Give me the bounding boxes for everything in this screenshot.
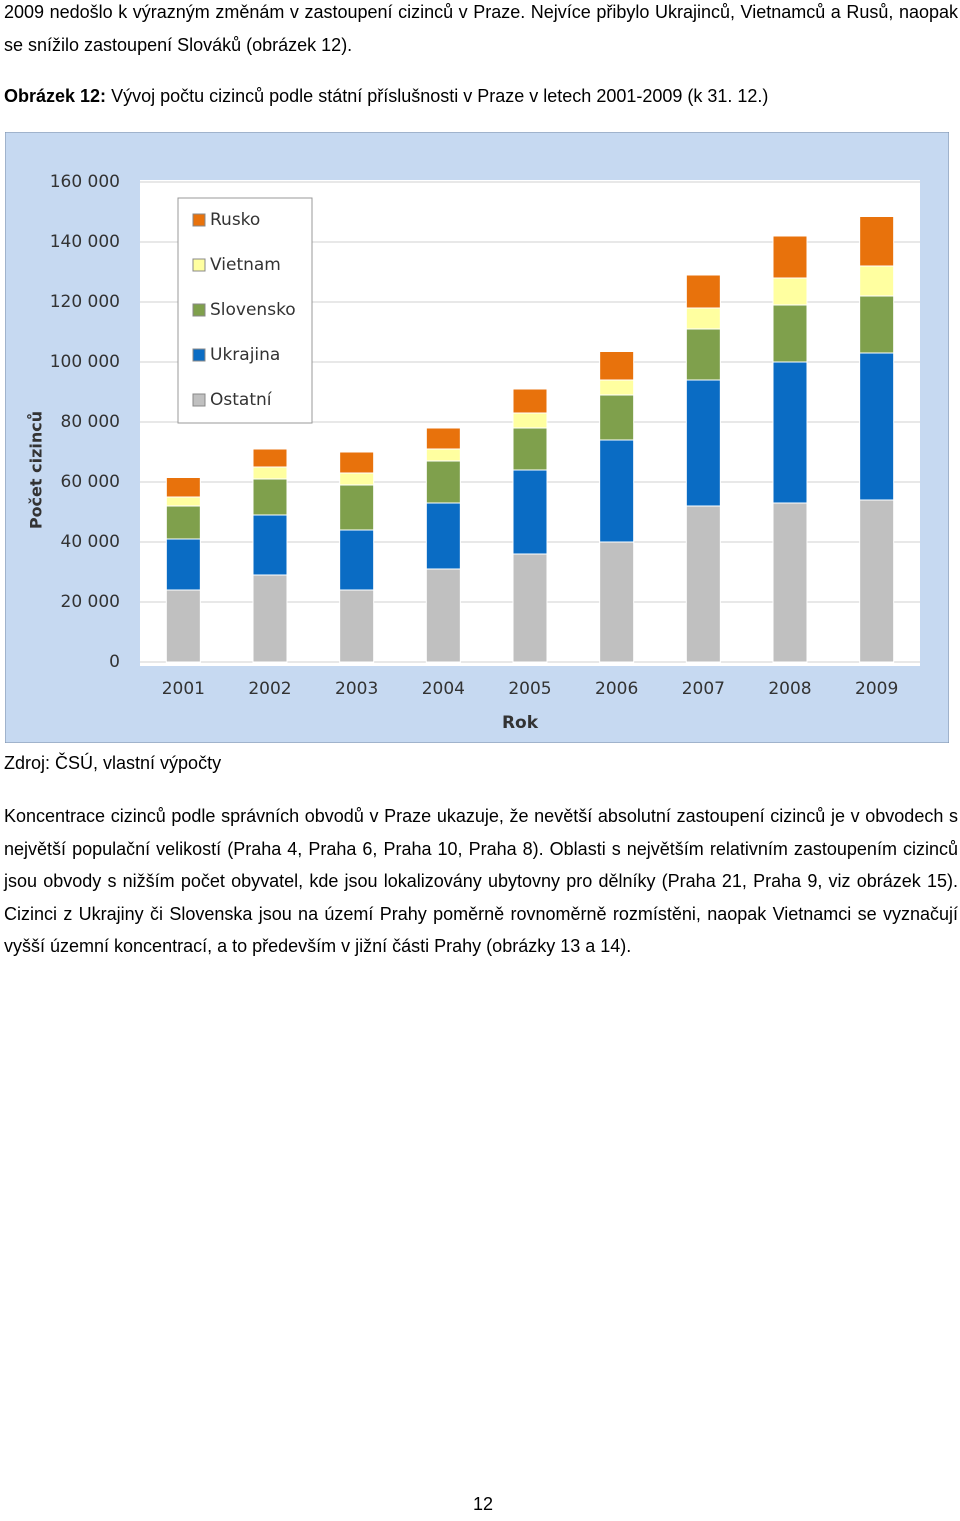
bar-segment xyxy=(685,274,721,309)
legend-swatch xyxy=(192,348,206,362)
legend-swatch xyxy=(192,213,206,227)
chart: Rok Počet cizinců 0 20 000 40 000 60 000 80 … xyxy=(5,132,949,743)
bar-segment xyxy=(425,427,461,450)
bar-segment xyxy=(859,216,895,267)
caption-label: Obrázek 12: xyxy=(4,86,107,106)
y-tick-label: 80 000 xyxy=(61,412,120,432)
bar-segment xyxy=(772,277,808,306)
bar-segment xyxy=(425,568,461,663)
source-note: Zdroj: ČSÚ, vlastní výpočty xyxy=(4,753,222,773)
bar-segment xyxy=(252,466,288,480)
bar-segment xyxy=(512,469,548,555)
x-axis-label: Rok xyxy=(502,713,539,733)
bar-segment xyxy=(599,541,635,663)
bar-segment xyxy=(772,502,808,663)
bar-segment xyxy=(599,379,635,396)
bar-segment xyxy=(772,361,808,504)
bar-segment xyxy=(859,352,895,501)
bar-segment xyxy=(339,451,375,474)
bar-segment xyxy=(599,439,635,543)
x-tick-label: 2006 xyxy=(595,679,638,699)
bar-segment xyxy=(685,307,721,330)
bar-segment xyxy=(425,502,461,570)
y-tick-label: 160 000 xyxy=(50,172,120,192)
legend-label: Ukrajina xyxy=(210,345,280,365)
y-tick-label: 120 000 xyxy=(50,292,120,312)
x-tick-label: 2007 xyxy=(682,679,725,699)
bar-segment xyxy=(512,412,548,429)
x-tick-label: 2003 xyxy=(335,679,378,699)
bar-segment xyxy=(252,574,288,663)
bar-segment xyxy=(599,394,635,441)
y-tick-label: 20 000 xyxy=(61,592,120,612)
x-tick-label: 2004 xyxy=(422,679,465,699)
bar-segment xyxy=(339,484,375,531)
intro-paragraph: 2009 nedošlo k výrazným změnám v zastoup… xyxy=(4,2,958,55)
bar-segment xyxy=(165,477,201,498)
y-axis-label: Počet cizinců xyxy=(27,411,46,529)
x-tick-label: 2001 xyxy=(162,679,205,699)
x-tick-label: 2002 xyxy=(248,679,291,699)
y-tick-label: 60 000 xyxy=(61,472,120,492)
y-tick-label: 140 000 xyxy=(50,232,120,252)
x-tick-label: 2005 xyxy=(508,679,551,699)
bar-segment xyxy=(685,328,721,381)
bar-segment xyxy=(599,351,635,381)
x-tick-label: 2008 xyxy=(768,679,811,699)
bar-segment xyxy=(512,553,548,663)
bar-segment xyxy=(425,460,461,504)
bar-segment xyxy=(859,499,895,663)
caption-text: Vývoj počtu cizinců podle státní přísluš… xyxy=(111,86,769,106)
bar-segment xyxy=(685,379,721,507)
bar-segment xyxy=(165,496,201,507)
x-tick-label: 2009 xyxy=(855,679,898,699)
legend-label: Vietnam xyxy=(210,255,281,275)
legend-swatch xyxy=(192,393,206,407)
bar-segment xyxy=(339,529,375,591)
bar-segment xyxy=(339,472,375,486)
bar-segment xyxy=(859,295,895,354)
bar-segment xyxy=(772,235,808,279)
bar-segment xyxy=(252,448,288,468)
bar-segment xyxy=(425,448,461,462)
bar-segment xyxy=(512,388,548,414)
bar-segment xyxy=(339,589,375,663)
bar-segment xyxy=(685,505,721,663)
bar-segment xyxy=(772,304,808,363)
figure-caption: Obrázek 12: Vývoj počtu cizinců podle st… xyxy=(4,80,958,113)
bar-segment xyxy=(512,427,548,471)
bar-segment xyxy=(165,505,201,540)
y-tick-label: 100 000 xyxy=(50,352,120,372)
y-tick-label: 40 000 xyxy=(61,532,120,552)
bar-segment xyxy=(165,589,201,663)
y-tick-label: 0 xyxy=(109,652,120,672)
bar-segment xyxy=(859,265,895,297)
page-number: 12 xyxy=(472,1494,494,1514)
legend-swatch xyxy=(192,258,206,272)
legend-label: Rusko xyxy=(210,210,260,230)
body-paragraph: Koncentrace cizinců podle správních obvo… xyxy=(4,806,958,956)
bar-segment xyxy=(165,538,201,591)
legend-swatch xyxy=(192,303,206,317)
legend-label: Slovensko xyxy=(210,300,296,320)
bar-segment xyxy=(252,514,288,576)
legend-label: Ostatní xyxy=(210,390,273,410)
bar-segment xyxy=(252,478,288,516)
